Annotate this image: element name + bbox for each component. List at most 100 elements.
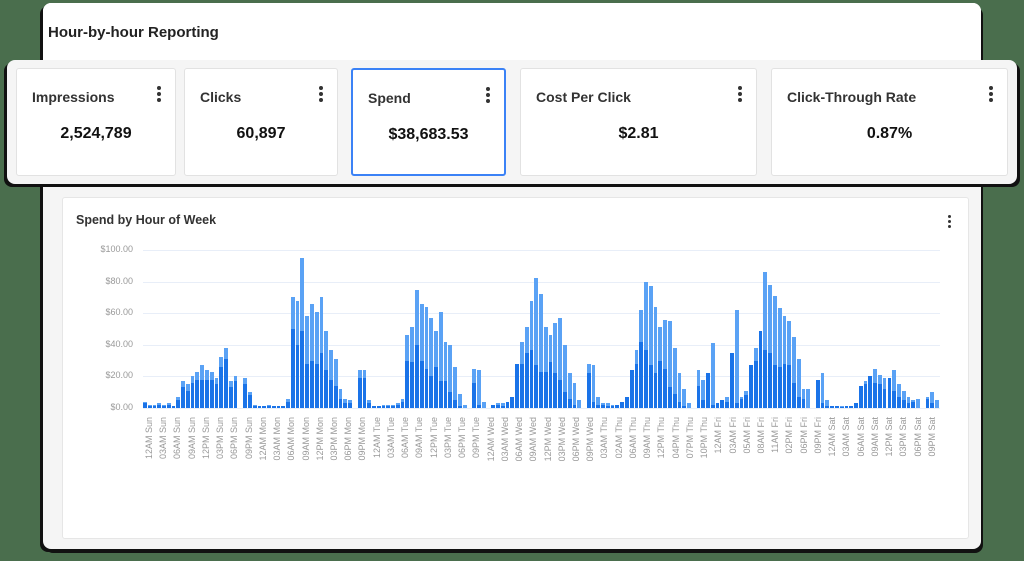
bar[interactable] [868, 376, 873, 408]
bar[interactable] [558, 317, 562, 408]
bar[interactable] [720, 400, 725, 408]
bar[interactable] [658, 327, 663, 408]
kpi-card-impressions[interactable]: Impressions 2,524,789 [16, 68, 176, 176]
bar[interactable] [567, 373, 572, 408]
bar[interactable] [882, 377, 887, 408]
bar[interactable] [596, 396, 601, 408]
kpi-card-cost-per-click[interactable]: Cost Per Click $2.81 [520, 68, 757, 176]
bar[interactable] [696, 370, 701, 408]
bar[interactable] [591, 365, 596, 408]
bar[interactable] [629, 370, 634, 408]
bar[interactable] [143, 401, 147, 408]
bar[interactable] [553, 322, 558, 408]
bar[interactable] [839, 406, 844, 408]
bar[interactable] [877, 374, 882, 408]
bar[interactable] [749, 365, 753, 408]
bar[interactable] [672, 347, 677, 408]
bar[interactable] [300, 257, 305, 408]
bar[interactable] [854, 403, 858, 408]
bar[interactable] [758, 330, 763, 408]
bar[interactable] [706, 373, 710, 408]
bar[interactable] [434, 330, 438, 408]
kebab-menu-icon[interactable] [989, 86, 995, 104]
bar[interactable] [295, 300, 300, 408]
bar[interactable] [505, 401, 510, 408]
bar[interactable] [806, 389, 811, 408]
bar[interactable] [224, 347, 228, 408]
kebab-menu-icon[interactable] [738, 86, 744, 104]
bar[interactable] [734, 310, 739, 408]
bar[interactable] [572, 382, 577, 408]
bar[interactable] [562, 344, 567, 408]
bar[interactable] [362, 370, 367, 408]
bar[interactable] [892, 370, 897, 408]
bar[interactable] [429, 317, 434, 408]
bar[interactable] [462, 404, 467, 408]
bar[interactable] [271, 406, 276, 408]
bar[interactable] [906, 396, 911, 408]
bar[interactable] [849, 406, 854, 408]
bar[interactable] [247, 392, 252, 408]
bar[interactable] [777, 308, 782, 408]
bar[interactable] [725, 396, 729, 408]
bar[interactable] [405, 335, 410, 408]
bar[interactable] [310, 303, 314, 408]
bar[interactable] [348, 400, 352, 408]
bar[interactable] [333, 359, 338, 408]
bar[interactable] [835, 406, 839, 408]
bar[interactable] [763, 272, 768, 408]
bar[interactable] [701, 379, 706, 408]
bar[interactable] [548, 335, 553, 408]
bar[interactable] [424, 306, 429, 408]
bar[interactable] [205, 370, 209, 408]
bar[interactable] [372, 406, 376, 408]
bar[interactable] [195, 371, 200, 408]
bar[interactable] [457, 393, 462, 408]
bar[interactable] [176, 396, 181, 408]
bar[interactable] [925, 396, 930, 408]
bar[interactable] [391, 404, 395, 408]
bar[interactable] [400, 398, 405, 408]
bar[interactable] [496, 403, 500, 408]
bar[interactable] [152, 404, 157, 408]
bar[interactable] [801, 389, 806, 408]
bar[interactable] [825, 400, 830, 408]
bar[interactable] [520, 341, 524, 408]
bar[interactable] [357, 370, 362, 408]
bar[interactable] [481, 401, 486, 408]
bar[interactable] [653, 306, 658, 408]
bar[interactable] [233, 376, 238, 408]
bar[interactable] [753, 347, 758, 408]
bar[interactable] [443, 341, 448, 408]
bar[interactable] [415, 289, 419, 408]
bar[interactable] [185, 384, 190, 408]
bar[interactable] [911, 400, 916, 408]
bar[interactable] [171, 406, 176, 408]
bar[interactable] [858, 385, 863, 408]
bar[interactable] [744, 390, 749, 408]
bar[interactable] [314, 311, 319, 408]
bar[interactable] [577, 400, 582, 408]
bar[interactable] [219, 357, 224, 408]
bar[interactable] [276, 406, 281, 408]
bar[interactable] [815, 379, 820, 408]
bar[interactable] [615, 404, 620, 408]
bar[interactable] [620, 401, 624, 408]
bar[interactable] [543, 327, 548, 408]
bar[interactable] [715, 403, 720, 408]
bar[interactable] [534, 278, 539, 408]
bar[interactable] [419, 303, 424, 408]
bar[interactable] [539, 294, 543, 408]
bar[interactable] [930, 392, 935, 408]
bar[interactable] [524, 327, 529, 408]
bar[interactable] [682, 389, 687, 408]
bar[interactable] [873, 368, 877, 408]
bar[interactable] [510, 396, 515, 408]
bar[interactable] [601, 403, 605, 408]
bar[interactable] [453, 366, 457, 408]
bar[interactable] [605, 403, 610, 408]
bar[interactable] [214, 377, 219, 408]
bar[interactable] [147, 404, 152, 408]
bar[interactable] [166, 403, 171, 408]
bar[interactable] [367, 400, 372, 408]
